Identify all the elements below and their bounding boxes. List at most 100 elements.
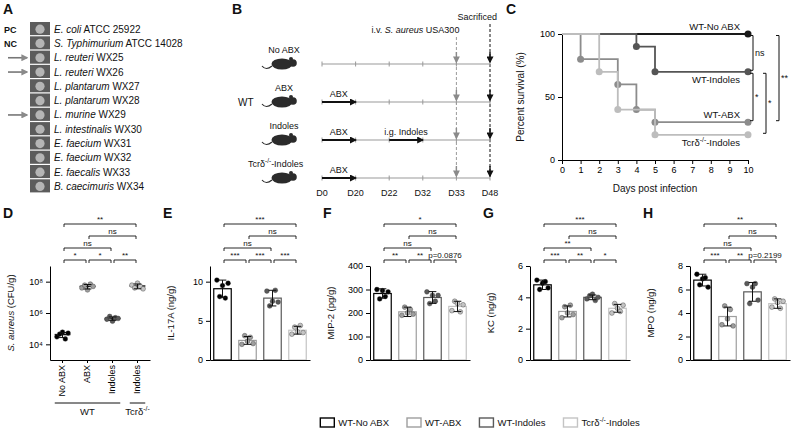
error-bar-cap [244, 336, 252, 337]
legend: WT-No ABXWT-ABXWT-IndolesTcrδ-/--Indoles [320, 416, 640, 428]
text-run: ABX [282, 45, 300, 55]
y-axis: 02468 [678, 261, 691, 365]
strain-label: L. intestinalis WX30 [54, 124, 142, 135]
sacrifice-line [490, 24, 491, 178]
tick-label: ABX [82, 365, 92, 383]
tick: 7 [690, 160, 695, 175]
tick-mark [692, 160, 693, 164]
significance-bracket [544, 224, 616, 227]
colony-spot [35, 139, 44, 148]
text-run: WX25 [96, 52, 124, 63]
data-point [610, 311, 615, 316]
text-run: WX34 [117, 181, 145, 192]
selection-arrow [8, 114, 27, 116]
tick: 5 [198, 316, 210, 326]
tick-label: 2 [678, 332, 683, 342]
error-bar-cap [454, 301, 462, 302]
data-point [408, 307, 413, 312]
treatment-label: ABX [330, 127, 348, 137]
legend-item: WT-No ABX [320, 417, 389, 428]
end-label: Sacrificed [457, 12, 497, 22]
mouse-icon [262, 57, 297, 70]
data-point [217, 294, 222, 299]
text-run: Tcrδ [125, 406, 143, 417]
timeline-tick [456, 100, 457, 105]
significance-bracket [409, 260, 431, 263]
text-run: plantarum [64, 81, 109, 92]
tick-mark [366, 266, 370, 267]
error-bar-cap [539, 289, 547, 290]
tick: 3 [616, 160, 621, 175]
error-bar-stem [777, 299, 778, 308]
error-bar-cap [589, 294, 597, 295]
tick-label: 3 [616, 165, 621, 175]
survival-line [562, 34, 748, 135]
group-label: WT [80, 406, 95, 417]
day-label: D33 [448, 188, 465, 198]
tick-mark [526, 329, 530, 330]
error-bar-cap [749, 301, 757, 302]
legend-label: WT-No ABX [338, 417, 389, 428]
data-point [301, 330, 306, 335]
tick-label: 0 [678, 355, 683, 365]
data-point [596, 295, 601, 300]
error-bar [774, 299, 782, 308]
tick-mark [206, 360, 210, 361]
panel-c: C012345678910050100Days post infectionPe… [506, 1, 789, 194]
tick-label: No ABX [57, 365, 67, 397]
significance-bracket [89, 260, 111, 263]
colony-spot [35, 82, 44, 91]
error-bar-stem [617, 304, 618, 312]
data-point [242, 333, 247, 338]
survival-marker [577, 56, 584, 63]
legend-item: WT-Indoles [479, 417, 545, 428]
timeline-tick [422, 100, 423, 105]
mouse-tail [262, 180, 272, 183]
text-run: ABX [721, 21, 741, 32]
tick-label: 2 [518, 324, 523, 334]
y-axis-title: S. aureus (CFU/g) [5, 274, 16, 351]
error-bar-stem [62, 332, 63, 337]
data-point [706, 285, 711, 290]
sacrifice-arrow [489, 166, 490, 176]
mouse-tail [262, 104, 272, 107]
text-run: S. [5, 343, 16, 352]
bar [769, 304, 787, 360]
text-run: L. [54, 124, 62, 135]
survival-marker [614, 106, 621, 113]
tick-mark [62, 360, 63, 363]
tick: 50 [545, 92, 562, 102]
error-bar-stem [112, 317, 113, 320]
text-run: WX31 [104, 138, 132, 149]
series-label: WT-ABX [704, 109, 741, 120]
plate-well [30, 179, 50, 192]
text-run: KC [485, 320, 496, 333]
plate-well [30, 79, 50, 92]
tick-mark [636, 160, 637, 164]
text-run: faecium [66, 138, 101, 149]
error-bar-cap [614, 304, 622, 305]
data-point [612, 301, 617, 306]
text-run: ABX [330, 165, 348, 175]
strain-label: L. reuteri WX25 [54, 52, 124, 63]
group-name: Indoles [269, 121, 299, 131]
timeline-tick [490, 176, 491, 181]
plate-well [30, 151, 50, 164]
tick-label: 10 [193, 277, 203, 287]
y-axis: 0246 [518, 261, 531, 365]
timeline-tick [490, 138, 491, 143]
tick-mark [46, 313, 50, 314]
control-label: PC [4, 25, 17, 35]
panel: F0100200300400MIP-2 (pg/g)****p=0.0876ns… [323, 205, 471, 365]
data-point [560, 315, 565, 320]
text-run: -Indoles [706, 137, 740, 148]
legend-item: Tcrδ-/--Indoles [563, 416, 639, 428]
error-bar-stem [137, 284, 138, 289]
x-axis [531, 360, 631, 361]
text-run: ATCC [83, 24, 109, 35]
error-bar-cap [219, 280, 227, 281]
strain-label: E. faecalis WX33 [54, 167, 131, 178]
significance-label: ** [737, 215, 743, 224]
error-bar-cap [379, 298, 387, 299]
data-point [400, 313, 405, 318]
